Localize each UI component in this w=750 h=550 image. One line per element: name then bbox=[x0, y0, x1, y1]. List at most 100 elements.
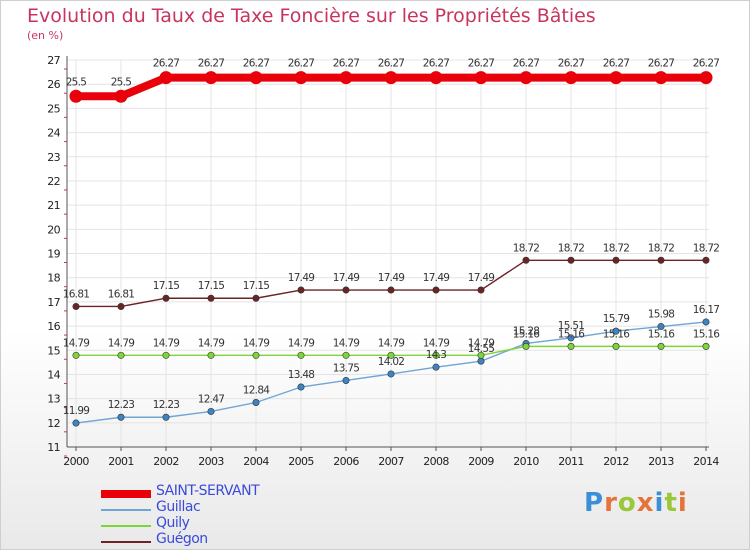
legend-label-quily: Quily bbox=[156, 515, 190, 531]
y-tick-label-17: 17 bbox=[47, 296, 60, 309]
point-guillac-2008 bbox=[432, 363, 440, 371]
data-label-saint-servant-2005: 26.27 bbox=[288, 58, 315, 70]
point-quily-2012 bbox=[612, 342, 620, 350]
point-gu-gon-2005 bbox=[297, 286, 305, 294]
point-saint-servant-2004 bbox=[249, 71, 263, 85]
y-tick-label-20: 20 bbox=[47, 223, 60, 236]
legend-swatch-guillac bbox=[101, 509, 151, 511]
point-saint-servant-2000 bbox=[69, 89, 83, 103]
point-quily-2006 bbox=[342, 351, 350, 359]
y-tick-label-13: 13 bbox=[47, 393, 60, 406]
point-quily-2009 bbox=[477, 351, 485, 359]
point-saint-servant-2005 bbox=[294, 71, 308, 85]
data-label-quily-2010: 15.16 bbox=[513, 328, 541, 340]
point-saint-servant-2002 bbox=[159, 71, 173, 85]
logo-letter: i bbox=[677, 488, 688, 518]
point-gu-gon-2011 bbox=[567, 256, 575, 264]
data-label-gu-gon-2011: 18.72 bbox=[558, 242, 585, 254]
point-guillac-2014 bbox=[702, 318, 710, 326]
legend-label-guillac: Guillac bbox=[156, 499, 201, 515]
point-saint-servant-2014 bbox=[699, 71, 713, 85]
data-label-guillac-2012: 15.79 bbox=[603, 313, 630, 325]
data-label-quily-2002: 14.79 bbox=[153, 337, 180, 349]
point-quily-2004 bbox=[252, 351, 260, 359]
point-guillac-2002 bbox=[162, 413, 170, 421]
point-gu-gon-2000 bbox=[72, 302, 80, 310]
proxiti-logo-text: Proxiti bbox=[584, 488, 688, 518]
data-label-saint-servant-2009: 26.27 bbox=[468, 58, 495, 70]
data-label-quily-2003: 14.79 bbox=[198, 337, 225, 349]
point-saint-servant-2009 bbox=[474, 71, 488, 85]
point-quily-2010 bbox=[522, 342, 530, 350]
data-label-quily-2001: 14.79 bbox=[108, 337, 135, 349]
y-axis-unit-label: (en %) bbox=[27, 29, 64, 42]
point-quily-2013 bbox=[657, 342, 665, 350]
data-label-guillac-2010: 15.28 bbox=[513, 325, 540, 337]
point-quily-2005 bbox=[297, 351, 305, 359]
data-label-guillac-2006: 13.75 bbox=[333, 362, 360, 374]
data-label-gu-gon-2005: 17.49 bbox=[288, 272, 315, 284]
x-tick-label-2014: 2014 bbox=[693, 455, 719, 468]
data-label-quily-2004: 14.79 bbox=[243, 337, 270, 349]
data-label-saint-servant-2013: 26.27 bbox=[648, 58, 675, 70]
data-label-gu-gon-2009: 17.49 bbox=[468, 272, 495, 284]
legend-swatch-quily bbox=[101, 525, 151, 527]
logo-letter: x bbox=[636, 488, 655, 518]
y-tick-label-21: 21 bbox=[47, 199, 60, 212]
y-tick-label-23: 23 bbox=[47, 151, 60, 164]
logo-letter: r bbox=[604, 488, 618, 518]
point-guillac-2003 bbox=[207, 407, 215, 415]
data-label-quily-2000: 14.79 bbox=[63, 337, 90, 349]
data-label-gu-gon-2003: 17.15 bbox=[198, 280, 225, 292]
data-label-gu-gon-2012: 18.72 bbox=[603, 242, 630, 254]
x-tick-label-2011: 2011 bbox=[558, 455, 584, 468]
data-label-gu-gon-2007: 17.49 bbox=[378, 272, 405, 284]
legend-label-gu-gon: Guégon bbox=[156, 531, 208, 547]
point-quily-2007 bbox=[387, 351, 395, 359]
logo-letter: P bbox=[584, 488, 605, 518]
point-gu-gon-2010 bbox=[522, 256, 530, 264]
point-gu-gon-2004 bbox=[252, 294, 260, 302]
data-label-saint-servant-2006: 26.27 bbox=[333, 58, 360, 70]
data-label-saint-servant-2008: 26.27 bbox=[423, 58, 450, 70]
x-tick-label-2007: 2007 bbox=[378, 455, 404, 468]
point-saint-servant-2010 bbox=[519, 71, 533, 85]
data-label-saint-servant-2000: 25.5 bbox=[66, 76, 87, 88]
data-label-gu-gon-2004: 17.15 bbox=[243, 280, 270, 292]
data-label-quily-2009: 14.79 bbox=[468, 337, 495, 349]
data-label-guillac-2013: 15.98 bbox=[648, 309, 675, 321]
data-label-gu-gon-2013: 18.72 bbox=[648, 242, 675, 254]
data-label-guillac-2008: 14.3 bbox=[426, 349, 447, 361]
y-tick-label-22: 22 bbox=[47, 175, 60, 188]
data-label-guillac-2000: 11.99 bbox=[63, 405, 90, 417]
x-tick-label-2012: 2012 bbox=[603, 455, 629, 468]
x-tick-label-2004: 2004 bbox=[243, 455, 269, 468]
point-quily-2014 bbox=[702, 342, 710, 350]
y-tick-label-12: 12 bbox=[47, 417, 60, 430]
point-saint-servant-2001 bbox=[114, 89, 128, 103]
data-label-saint-servant-2010: 26.27 bbox=[513, 58, 540, 70]
point-saint-servant-2011 bbox=[564, 71, 578, 85]
data-label-gu-gon-2006: 17.49 bbox=[333, 272, 360, 284]
point-guillac-2004 bbox=[252, 398, 260, 406]
point-guillac-2001 bbox=[117, 413, 125, 421]
legend-swatch-gu-gon bbox=[101, 541, 151, 543]
point-guillac-2013 bbox=[657, 323, 665, 331]
y-tick-label-26: 26 bbox=[47, 78, 60, 91]
x-tick-label-2008: 2008 bbox=[423, 455, 449, 468]
data-label-guillac-2009: 14.55 bbox=[468, 343, 495, 355]
data-label-quily-2011: 15.16 bbox=[558, 328, 586, 340]
data-label-gu-gon-2014: 18.72 bbox=[693, 242, 720, 254]
data-label-quily-2014: 15.16 bbox=[693, 328, 721, 340]
y-tick-label-15: 15 bbox=[47, 344, 60, 357]
legend-swatch-saint-servant bbox=[101, 490, 151, 498]
x-tick-label-2013: 2013 bbox=[648, 455, 674, 468]
data-label-gu-gon-2010: 18.72 bbox=[513, 242, 540, 254]
chart-title: Evolution du Taux de Taxe Foncière sur l… bbox=[27, 5, 596, 27]
point-guillac-2012 bbox=[612, 327, 620, 335]
chart-axes: 11 12 13 14 15 16 17 18 19 20 21 22 23 24 25 26 27 2000 20… bbox=[47, 54, 720, 468]
data-label-quily-2007: 14.79 bbox=[378, 337, 405, 349]
data-label-guillac-2001: 12.23 bbox=[108, 399, 135, 411]
x-tick-label-2001: 2001 bbox=[108, 455, 134, 468]
